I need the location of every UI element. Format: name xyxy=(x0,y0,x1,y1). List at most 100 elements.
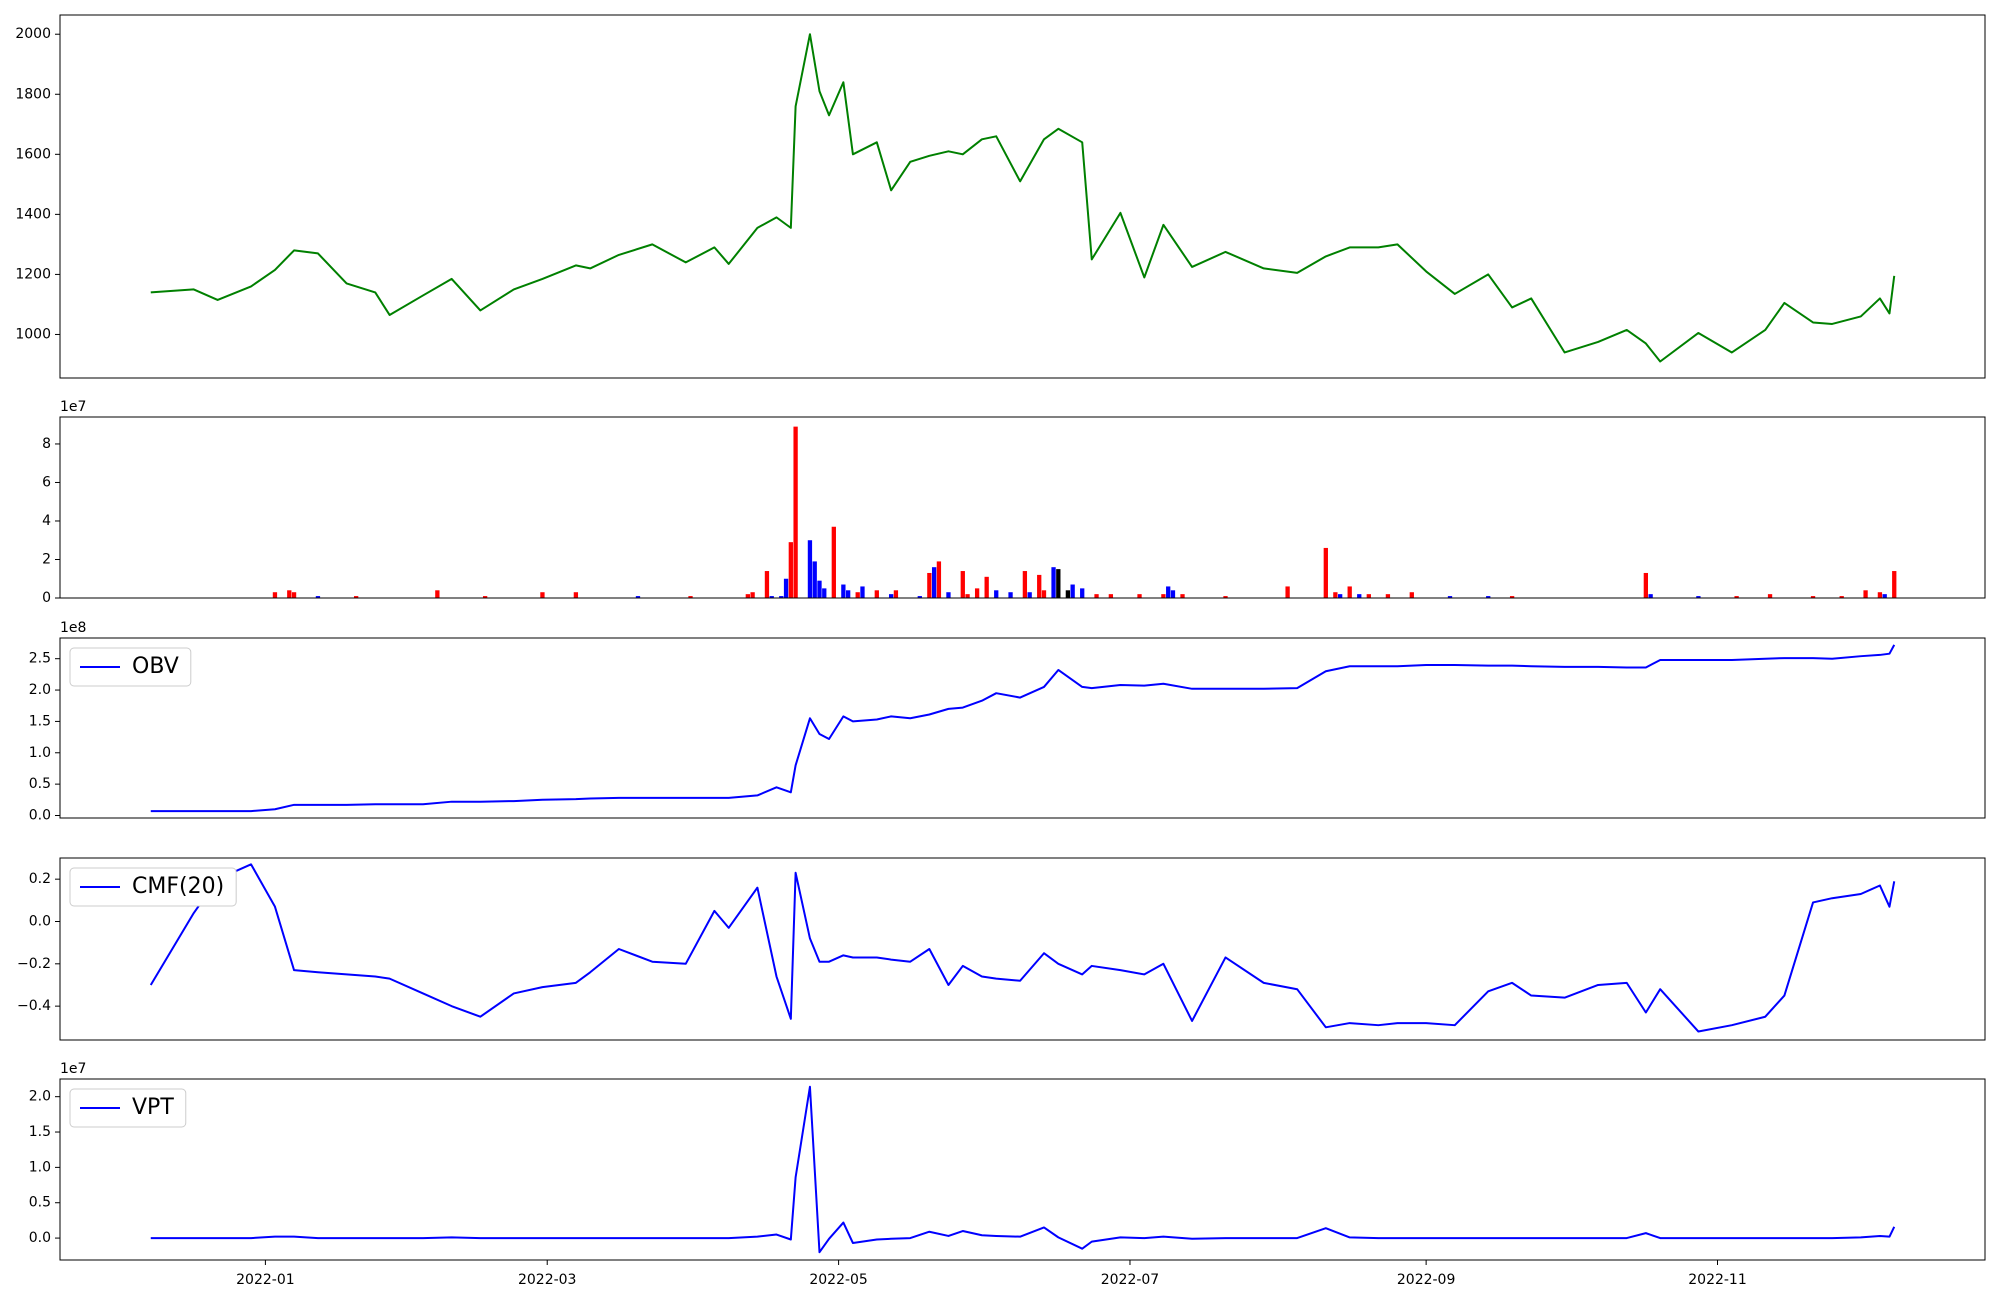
volume-bar xyxy=(1008,592,1013,598)
volume-bar xyxy=(1337,594,1343,598)
volume-bar xyxy=(1877,592,1883,598)
legend-label: CMF(20) xyxy=(132,874,224,899)
volume-bar xyxy=(1734,596,1739,598)
y-tick-label: 0.5 xyxy=(29,1195,51,1211)
plot-frame xyxy=(59,637,1986,819)
volume-bar xyxy=(1509,596,1515,598)
volume-bar xyxy=(841,584,846,598)
volume-bar xyxy=(1170,590,1176,598)
y-tick-label: 1.0 xyxy=(29,1159,51,1175)
volume-bar xyxy=(831,526,836,598)
legend-label: OBV xyxy=(132,654,179,679)
volume-bar xyxy=(1696,596,1701,598)
plot-frame xyxy=(59,1078,1986,1261)
volume-bar xyxy=(960,571,965,598)
volume-bar xyxy=(779,596,784,598)
y-tick-label: 1.5 xyxy=(29,1124,51,1140)
volume-bar xyxy=(1409,592,1414,598)
volume-bar xyxy=(1285,586,1290,598)
x-tick-label: 2022-01 xyxy=(236,1272,295,1288)
y-tick-label: 1200 xyxy=(15,266,51,282)
series-line xyxy=(150,1085,1896,1254)
volume-bar xyxy=(354,596,359,598)
volume-bar xyxy=(817,580,822,598)
volume-bar xyxy=(635,596,641,598)
volume-bar xyxy=(1223,596,1228,598)
volume-bar xyxy=(540,592,545,598)
plot-frame xyxy=(59,416,1986,599)
volume-bar xyxy=(1882,594,1887,598)
volume-bar xyxy=(435,590,440,598)
y-tick-label: 2 xyxy=(42,551,51,567)
volume-bar xyxy=(1037,574,1042,598)
volume-bar xyxy=(846,590,851,598)
y-tick-label: 1600 xyxy=(15,146,51,162)
series-line xyxy=(150,33,1896,363)
volume-bar xyxy=(946,592,951,598)
y-tick-label: 1400 xyxy=(15,206,51,222)
y-tick-label: 2.0 xyxy=(29,682,51,698)
volume-bar xyxy=(1108,594,1114,598)
volume-bar xyxy=(482,596,488,598)
y-tick-label: 8 xyxy=(42,436,51,452)
volume-bar xyxy=(927,572,932,598)
volume-bar xyxy=(874,590,879,598)
volume-bar xyxy=(688,596,693,598)
volume-bar xyxy=(793,426,798,598)
volume-bar xyxy=(1027,592,1032,598)
volume-bar xyxy=(315,596,321,598)
volume-bar xyxy=(1839,596,1844,598)
series-line xyxy=(150,644,1896,813)
volume-bar xyxy=(1648,594,1653,598)
volume-bar xyxy=(1080,588,1085,598)
x-tick-label: 2022-07 xyxy=(1101,1272,1160,1288)
volume-bar xyxy=(1041,590,1047,598)
volume-bar xyxy=(291,592,297,598)
x-tick-label: 2022-03 xyxy=(518,1272,577,1288)
volume-bar xyxy=(1333,592,1338,598)
volume-bar xyxy=(1161,594,1166,598)
volume-bar xyxy=(931,567,937,598)
volume-bar xyxy=(1094,594,1099,598)
volume-bar xyxy=(750,592,755,598)
volume-bar xyxy=(1385,594,1391,598)
volume-bar xyxy=(1643,572,1649,598)
y-tick-label: 4 xyxy=(42,513,51,529)
volume-bar xyxy=(1767,594,1773,598)
volume-bar xyxy=(822,588,827,598)
volume-bar xyxy=(917,596,922,598)
volume-bar xyxy=(1022,571,1028,598)
y-tick-label: 6 xyxy=(42,474,51,490)
axis-offset-label: 1e7 xyxy=(60,399,86,415)
volume-bar xyxy=(1056,569,1061,598)
y-tick-label: −0.2 xyxy=(17,956,51,972)
volume-bar xyxy=(994,590,999,598)
y-tick-label: 2.5 xyxy=(29,651,51,667)
y-tick-label: 1.5 xyxy=(29,713,51,729)
volume-bar xyxy=(1366,594,1371,598)
volume-bar xyxy=(1810,596,1816,598)
legend-box xyxy=(69,867,237,907)
legend-label: VPT xyxy=(132,1095,174,1120)
y-tick-label: 0 xyxy=(42,590,51,606)
axis-offset-label: 1e8 xyxy=(60,620,86,636)
volume-bar xyxy=(860,586,865,598)
volume-bar xyxy=(1357,594,1362,598)
volume-bar xyxy=(788,542,793,598)
volume-bar xyxy=(888,594,894,598)
y-tick-label: 1800 xyxy=(15,86,51,102)
y-tick-label: 1000 xyxy=(15,326,51,342)
volume-bar xyxy=(1323,547,1328,598)
volume-bar xyxy=(893,590,899,598)
volume-bar xyxy=(1486,596,1491,598)
volume-bar xyxy=(1180,594,1185,598)
volume-bar xyxy=(764,571,770,598)
y-tick-label: 2000 xyxy=(15,26,51,42)
volume-bar xyxy=(769,596,774,598)
axis-offset-label: 1e7 xyxy=(60,1061,86,1077)
volume-bar xyxy=(1051,567,1056,598)
volume-bar xyxy=(745,594,750,598)
legend-box xyxy=(69,1088,187,1128)
plot-frame xyxy=(59,857,1986,1041)
